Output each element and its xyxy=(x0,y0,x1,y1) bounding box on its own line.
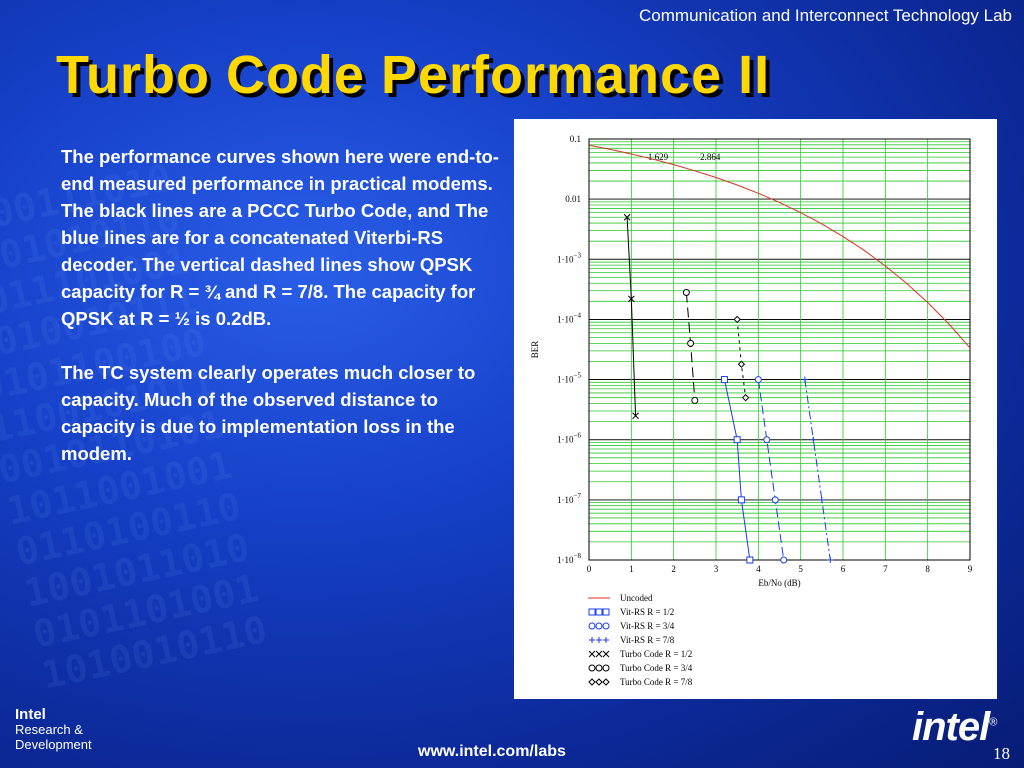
series-line-3 xyxy=(804,379,831,561)
y-tick-label: 1·10−7 xyxy=(557,492,581,505)
data-point-marker xyxy=(632,412,639,420)
paragraph-tc-system: The TC system clearly operates much clos… xyxy=(61,362,476,464)
intel-logo: intel® xyxy=(912,705,997,750)
legend-swatch xyxy=(595,678,603,686)
x-axis-label: Eb/No (dB) xyxy=(758,578,800,588)
legend-swatch xyxy=(589,637,595,643)
legend-label: Turbo Code R = 1/2 xyxy=(620,649,692,659)
legend-label: Turbo Code R = 7/8 xyxy=(620,677,693,687)
y-tick-label: 1·10−8 xyxy=(557,552,581,565)
legend-swatch xyxy=(588,622,596,630)
division-line-3: Development xyxy=(15,737,92,752)
legend-swatch xyxy=(588,650,596,658)
data-point-marker xyxy=(801,376,808,383)
legend-swatch xyxy=(602,622,610,630)
capacity-label: 1.629 xyxy=(648,152,669,162)
data-point-marker xyxy=(733,436,741,444)
x-tick-label: 1 xyxy=(629,564,634,574)
data-point-marker xyxy=(780,556,788,564)
data-point-marker xyxy=(746,556,754,564)
legend-label: Vit-RS R = 1/2 xyxy=(620,607,674,617)
x-tick-label: 3 xyxy=(714,564,719,574)
data-point-marker xyxy=(810,436,817,443)
page-number: 18 xyxy=(993,744,1010,763)
y-tick-label: 1·10−5 xyxy=(557,372,581,385)
legend-swatch xyxy=(596,637,602,643)
plot-frame xyxy=(588,138,971,561)
legend-label: Vit-RS R = 7/8 xyxy=(620,635,675,645)
data-point-marker xyxy=(623,213,631,221)
y-tick-exponent: −6 xyxy=(574,432,582,440)
x-tick-label: 0 xyxy=(587,564,592,574)
paragraph-performance-curves: The performance curves shown here were e… xyxy=(61,146,499,329)
legend-swatch xyxy=(602,678,610,686)
legend-swatch xyxy=(595,622,603,630)
legend-swatch xyxy=(588,678,596,686)
series-line-6 xyxy=(736,319,747,398)
series-line-0 xyxy=(588,144,971,349)
y-tick-label: 1·10−3 xyxy=(557,251,581,264)
legend-swatch xyxy=(602,664,610,672)
data-point-marker xyxy=(733,315,741,324)
data-point-marker xyxy=(720,376,728,384)
legend-swatch xyxy=(588,608,596,616)
y-axis-label: BER xyxy=(530,341,540,359)
x-tick-label: 4 xyxy=(756,564,761,574)
data-point-marker xyxy=(771,496,779,504)
data-point-marker xyxy=(818,496,825,503)
data-point-marker xyxy=(827,557,834,563)
ber-chart-panel: 0.1 0.01 1·10−3 1·10−4 1·10−5 1·10−6 1·10−7 1·1… xyxy=(514,119,997,699)
y-tick-exponent: −3 xyxy=(574,251,582,259)
legend-label: Vit-RS R = 3/4 xyxy=(620,621,675,631)
data-point-marker xyxy=(763,436,771,444)
x-tick-label: 6 xyxy=(841,564,846,574)
legend-swatch xyxy=(595,650,603,658)
series-line-2 xyxy=(757,379,785,561)
data-point-marker xyxy=(737,496,745,504)
x-tick-label: 7 xyxy=(883,564,888,574)
y-tick-label: 1·10−6 xyxy=(557,432,581,445)
slide-title: Turbo Code Performance II xyxy=(56,45,771,105)
body-text: The performance curves shown here were e… xyxy=(61,143,501,494)
capacity-label: 2.864 xyxy=(700,152,721,162)
y-tick-label: 1·10−4 xyxy=(557,311,581,324)
y-tick-exponent: −4 xyxy=(574,311,582,319)
data-point-marker xyxy=(737,360,746,368)
data-point-marker xyxy=(741,393,750,402)
data-point-marker xyxy=(627,295,635,303)
legend-swatch xyxy=(588,664,596,672)
data-point-marker xyxy=(687,339,695,347)
x-tick-label: 9 xyxy=(968,564,973,574)
legend-label: Turbo Code R = 3/4 xyxy=(620,663,693,673)
division-line-1: Intel xyxy=(15,706,46,723)
y-tick-exponent: −5 xyxy=(574,372,582,380)
legend-label: Uncoded xyxy=(620,593,653,603)
y-tick-label: 0.01 xyxy=(565,194,581,204)
x-tick-label: 2 xyxy=(671,564,676,574)
legend-swatch xyxy=(602,650,610,658)
lab-name: Communication and Interconnect Technolog… xyxy=(639,6,1012,25)
division-line-2: Research & xyxy=(15,722,83,737)
footer-url[interactable]: www.intel.com/labs xyxy=(418,743,566,760)
y-tick-label: 0.1 xyxy=(570,134,581,144)
series-line-1 xyxy=(723,379,751,561)
data-point-marker xyxy=(691,396,699,404)
y-tick-exponent: −7 xyxy=(574,492,582,500)
y-tick-exponent: −8 xyxy=(574,552,582,560)
legend-swatch xyxy=(595,664,603,672)
legend-swatch xyxy=(603,637,609,643)
data-point-marker xyxy=(754,376,762,384)
legend-swatch xyxy=(602,608,610,616)
data-point-marker xyxy=(682,289,690,297)
x-tick-label: 5 xyxy=(798,564,803,574)
registered-mark-icon: ® xyxy=(989,716,997,729)
logo-text: intel xyxy=(912,705,990,749)
x-tick-label: 8 xyxy=(925,564,930,574)
ber-chart: 0.1 0.01 1·10−3 1·10−4 1·10−5 1·10−6 1·10−7 1·1… xyxy=(530,134,973,687)
legend-swatch xyxy=(595,608,603,616)
division-name: Intel Research & Development xyxy=(15,707,92,752)
